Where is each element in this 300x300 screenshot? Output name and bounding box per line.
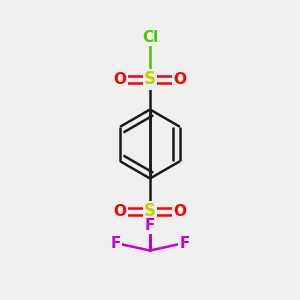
Text: F: F	[145, 218, 155, 232]
Text: O: O	[173, 204, 187, 219]
Text: Cl: Cl	[142, 30, 158, 45]
Text: O: O	[113, 72, 127, 87]
Text: O: O	[113, 204, 127, 219]
Text: O: O	[173, 72, 187, 87]
Text: F: F	[179, 236, 190, 250]
Text: F: F	[110, 236, 121, 250]
Text: S: S	[144, 70, 156, 88]
Text: S: S	[144, 202, 156, 220]
